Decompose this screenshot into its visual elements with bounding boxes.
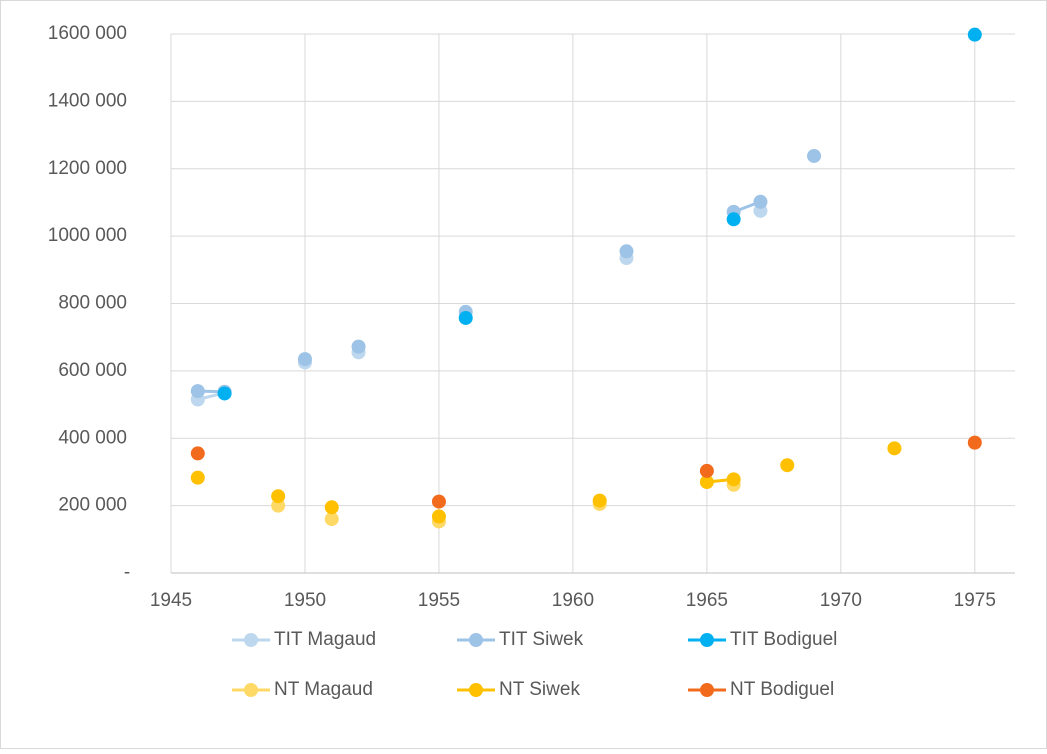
point xyxy=(967,435,982,450)
point xyxy=(324,512,339,527)
point xyxy=(807,148,822,163)
legend-label: NT Bodiguel xyxy=(730,679,834,700)
point xyxy=(351,339,366,354)
point xyxy=(726,212,741,227)
point xyxy=(190,446,205,461)
y-tick-label: 600 000 xyxy=(58,360,127,381)
point xyxy=(190,470,205,485)
point xyxy=(217,386,232,401)
legend-label: TIT Magaud xyxy=(274,629,376,650)
y-tick-label: 400 000 xyxy=(58,427,127,448)
legend-marker xyxy=(244,683,258,697)
point xyxy=(190,384,205,399)
y-tick-label: 1600 000 xyxy=(48,23,127,44)
x-tick-label: 1960 xyxy=(552,590,594,611)
legend-marker xyxy=(469,633,483,647)
legend-marker xyxy=(700,683,714,697)
y-tick-label: 1000 000 xyxy=(48,225,127,246)
legend-marker xyxy=(244,633,258,647)
x-tick-label: 1945 xyxy=(150,590,192,611)
x-tick-label: 1950 xyxy=(284,590,326,611)
x-tick-label: 1965 xyxy=(686,590,728,611)
point xyxy=(458,310,473,325)
point xyxy=(699,475,714,490)
point xyxy=(592,493,607,508)
point xyxy=(726,472,741,487)
point xyxy=(324,500,339,515)
legend-label: NT Magaud xyxy=(274,679,373,700)
point xyxy=(431,494,446,509)
y-tick-label: 800 000 xyxy=(58,293,127,314)
point xyxy=(780,458,795,473)
x-tick-label: 1955 xyxy=(418,590,460,611)
y-tick-label: 200 000 xyxy=(58,495,127,516)
y-tick-label: 1400 000 xyxy=(48,90,127,111)
x-tick-label: 1970 xyxy=(820,590,862,611)
point xyxy=(887,441,902,456)
legend-marker xyxy=(700,633,714,647)
y-tick-label: 1200 000 xyxy=(48,158,127,179)
point xyxy=(297,352,312,367)
x-tick-label: 1975 xyxy=(954,590,996,611)
y-tick-label: - xyxy=(124,562,130,583)
legend-label: TIT Siwek xyxy=(499,629,584,650)
point xyxy=(271,489,286,504)
point xyxy=(753,194,768,209)
legend-marker xyxy=(469,683,483,697)
legend-label: NT Siwek xyxy=(499,679,580,700)
point xyxy=(619,244,634,259)
legend-label: TIT Bodiguel xyxy=(730,629,837,650)
point xyxy=(699,463,714,478)
point xyxy=(967,27,982,42)
point xyxy=(431,509,446,524)
